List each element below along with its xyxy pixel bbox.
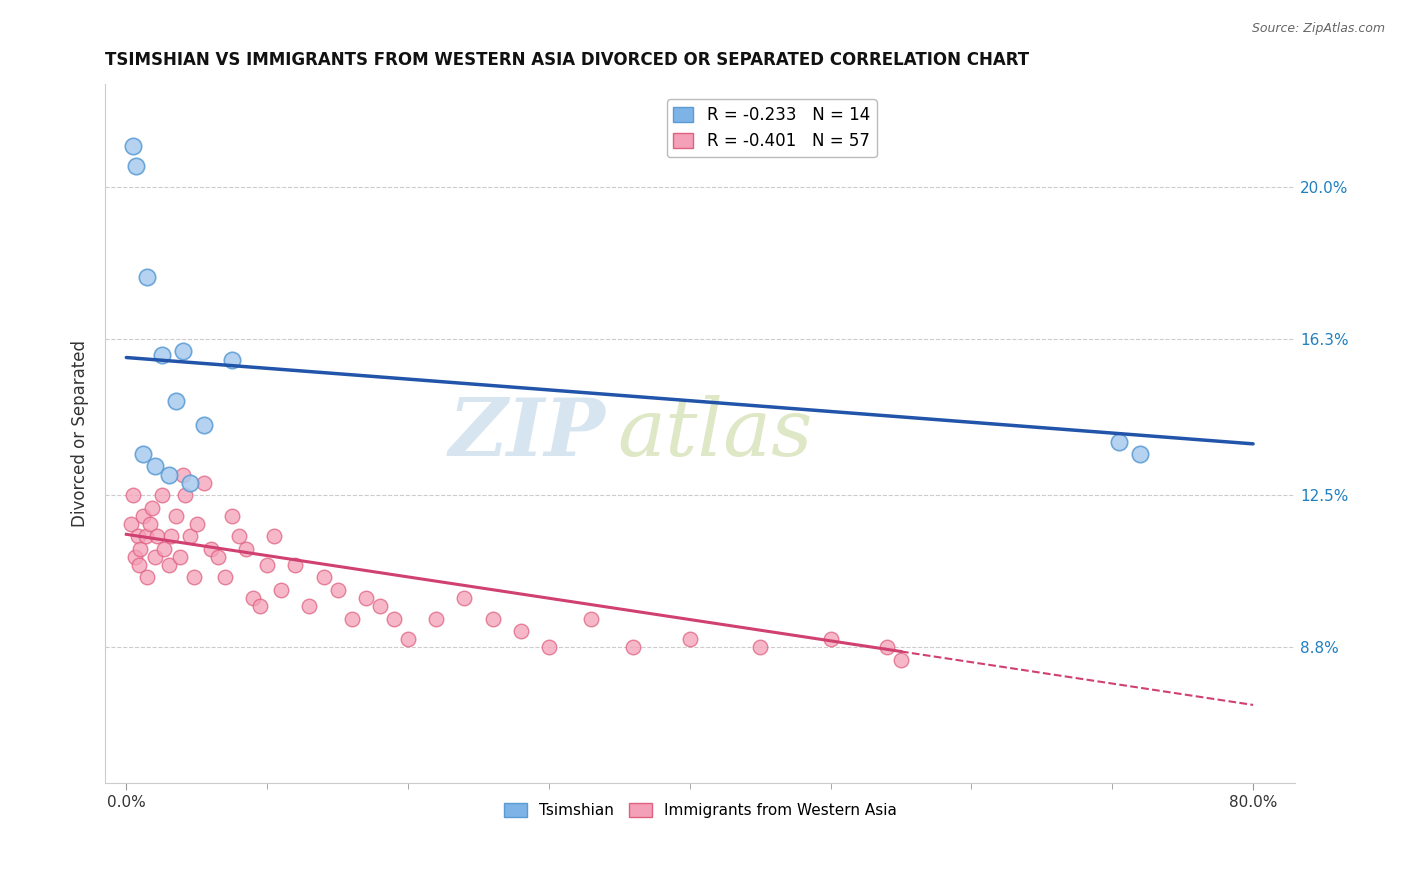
Point (1129, 447, 1152, 461)
Point (221, 352, 243, 367)
Point (207, 549, 229, 564)
Point (153, 541, 176, 556)
Point (354, 591, 377, 605)
Point (298, 599, 321, 614)
Point (135, 529, 157, 543)
Point (122, 488, 145, 502)
Point (141, 500, 163, 515)
Point (340, 611, 363, 625)
Point (183, 570, 205, 584)
Point (174, 488, 197, 502)
Point (186, 516, 208, 531)
Point (193, 475, 215, 490)
Point (890, 653, 912, 667)
Point (579, 611, 602, 625)
Point (143, 459, 166, 474)
Point (124, 549, 146, 564)
Point (172, 467, 194, 482)
Point (136, 270, 159, 285)
Point (820, 632, 842, 647)
Point (1108, 434, 1130, 449)
Point (150, 488, 173, 502)
Point (256, 558, 278, 573)
Point (396, 632, 419, 647)
Point (165, 508, 187, 523)
Point (132, 508, 155, 523)
Point (200, 541, 222, 556)
Point (537, 640, 560, 655)
Point (150, 349, 173, 363)
Point (263, 529, 285, 543)
Point (382, 611, 405, 625)
Point (425, 611, 447, 625)
Point (169, 549, 191, 564)
Point (453, 591, 475, 605)
Point (249, 599, 271, 614)
Point (312, 570, 335, 584)
Text: Source: ZipAtlas.com: Source: ZipAtlas.com (1251, 22, 1385, 36)
Point (172, 344, 194, 359)
Point (509, 624, 531, 638)
Text: TSIMSHIAN VS IMMIGRANTS FROM WESTERN ASIA DIVORCED OR SEPARATED CORRELATION CHAR: TSIMSHIAN VS IMMIGRANTS FROM WESTERN ASI… (105, 51, 1029, 69)
Point (129, 541, 152, 556)
Point (143, 549, 166, 564)
Point (679, 632, 702, 647)
Point (270, 582, 292, 597)
Point (122, 138, 145, 153)
Point (193, 418, 215, 433)
Point (242, 591, 264, 605)
Point (157, 467, 180, 482)
Y-axis label: Divorced or Separated: Divorced or Separated (72, 340, 89, 527)
Text: atlas: atlas (617, 395, 813, 473)
Point (221, 508, 243, 523)
Legend: Tsimshian, Immigrants from Western Asia: Tsimshian, Immigrants from Western Asia (498, 797, 903, 824)
Point (749, 640, 772, 655)
Point (160, 529, 183, 543)
Point (146, 529, 169, 543)
Point (621, 640, 644, 655)
Point (132, 447, 155, 461)
Point (368, 599, 391, 614)
Point (125, 159, 148, 173)
Point (139, 516, 162, 531)
Point (235, 541, 257, 556)
Point (326, 582, 349, 597)
Point (128, 558, 150, 573)
Point (165, 393, 187, 408)
Text: ZIP: ZIP (449, 395, 605, 473)
Point (228, 529, 250, 543)
Point (120, 516, 142, 531)
Point (179, 529, 201, 543)
Point (876, 640, 898, 655)
Point (136, 570, 159, 584)
Point (127, 529, 149, 543)
Point (214, 570, 236, 584)
Point (179, 475, 201, 490)
Point (481, 611, 503, 625)
Point (284, 558, 307, 573)
Point (157, 558, 180, 573)
